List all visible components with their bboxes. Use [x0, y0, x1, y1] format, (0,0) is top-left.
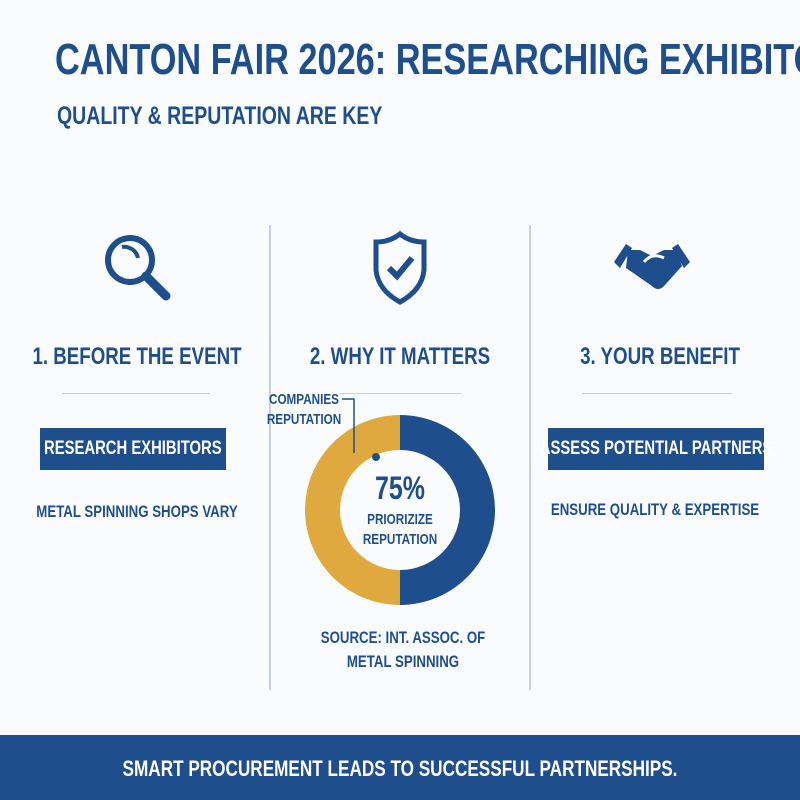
- column-heading: 2. WHY IT MATTERS: [309, 343, 491, 370]
- research-exhibitors-box: RESEARCH EXHIBITORS: [40, 428, 226, 470]
- handshake-icon: [614, 244, 690, 289]
- donut-slice: [305, 415, 400, 605]
- heading-rule: [582, 393, 732, 394]
- callout-label: COMPANIES REPUTATION: [266, 391, 342, 428]
- donut-chart: [305, 415, 495, 605]
- column-heading: 3. YOUR BENEFIT: [580, 343, 740, 370]
- heading-rule: [62, 393, 210, 394]
- donut-slice: [400, 415, 495, 605]
- footer-banner: [0, 735, 800, 800]
- page-title: CANTON FAIR 2026: RESEARCHING EXHIBITORS: [55, 35, 800, 84]
- callout-line: [342, 398, 355, 453]
- assess-partners-box: ASSESS POTENTIAL PARTNERS: [540, 428, 772, 470]
- column-divider: [269, 225, 271, 690]
- box-label: ASSESS POTENTIAL PARTNERS: [539, 438, 773, 459]
- shield-check-icon: [373, 230, 427, 305]
- box-label: RESEARCH EXHIBITORS: [44, 438, 222, 459]
- column-divider: [529, 225, 531, 690]
- magnifying-glass-icon: [105, 235, 171, 301]
- source-note: SOURCE: INT. ASSOC. OF METAL SPINNING: [320, 628, 486, 671]
- column-heading: 1. BEFORE THE EVENT: [32, 343, 242, 370]
- footer-text: SMART PROCUREMENT LEADS TO SUCCESSFUL PA…: [122, 756, 678, 781]
- callout-dot: [372, 453, 380, 461]
- column-text: METAL SPINNING SHOPS VARY: [36, 502, 238, 521]
- center-label: PRIORIZIZE REPUTATION: [362, 511, 438, 548]
- column-text: ENSURE QUALITY & EXPERTISE: [550, 500, 760, 519]
- heading-rule: [340, 393, 462, 394]
- page-subtitle: QUALITY & REPUTATION ARE KEY: [57, 102, 383, 130]
- center-value: 75%: [375, 470, 425, 506]
